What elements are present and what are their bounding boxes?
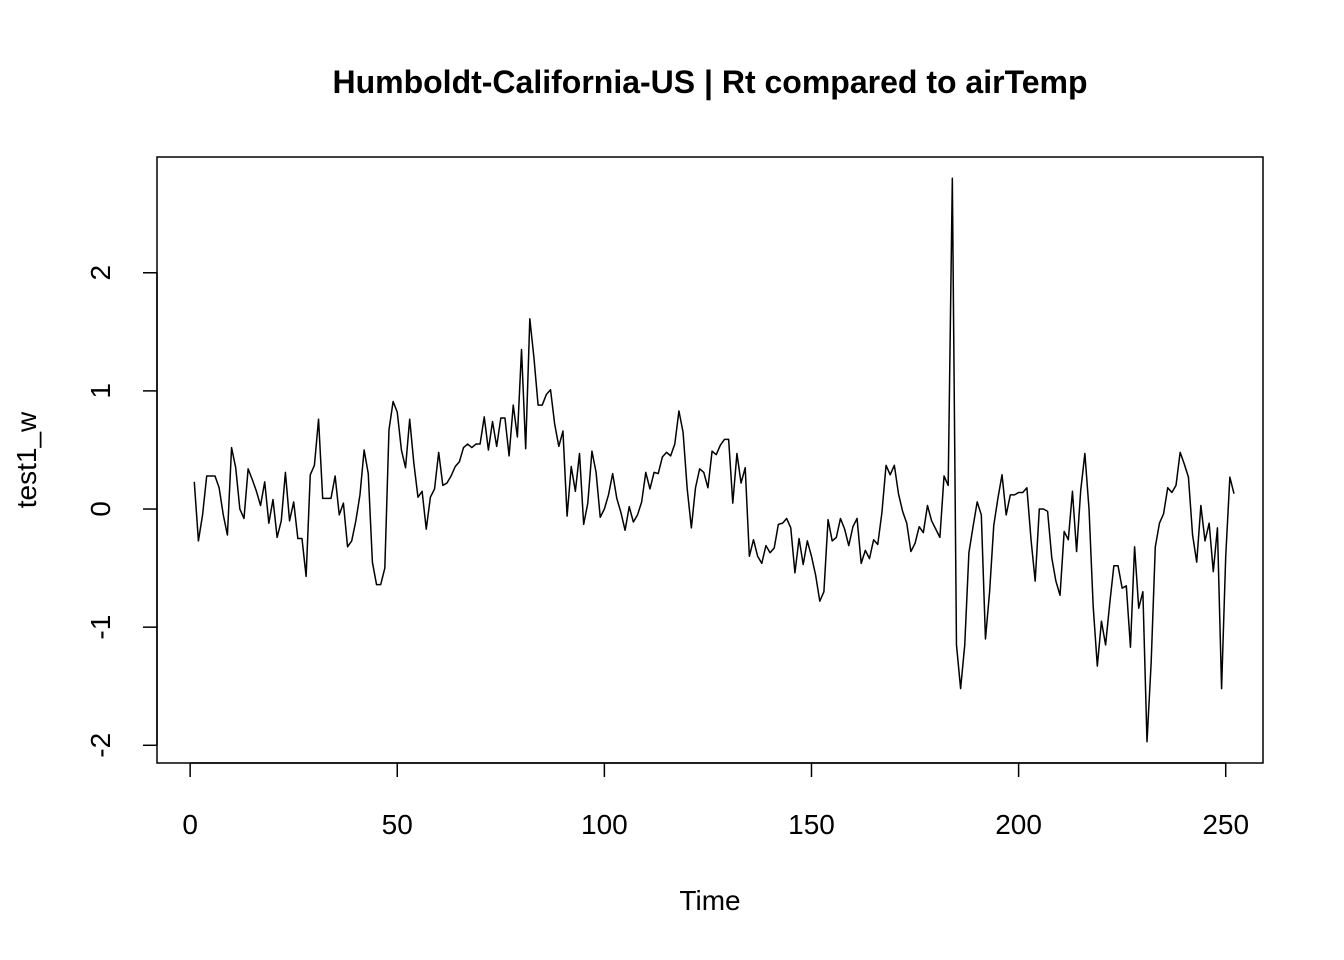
x-tick-label: 250 (1202, 809, 1249, 840)
x-tick-label: 200 (995, 809, 1042, 840)
x-tick-label: 100 (581, 809, 628, 840)
y-axis: -2 -1 0 1 2 (85, 265, 158, 758)
y-tick-label: 0 (85, 501, 116, 517)
plot-area-frame (156, 156, 1264, 764)
y-tick-label: 2 (85, 265, 116, 281)
x-tick-label: 150 (788, 809, 835, 840)
y-tick-label: -2 (85, 733, 116, 758)
chart-title: Humboldt-California-US | Rt compared to … (332, 64, 1087, 100)
x-tick-label: 0 (182, 809, 198, 840)
y-tick-label: 1 (85, 383, 116, 399)
x-axis: 0 50 100 150 200 250 (182, 762, 1249, 840)
y-tick-label: -1 (85, 615, 116, 640)
series-line (193, 177, 1235, 743)
x-axis-label: Time (679, 885, 740, 916)
y-axis-label: test1_w (11, 411, 42, 508)
x-tick-label: 50 (382, 809, 413, 840)
